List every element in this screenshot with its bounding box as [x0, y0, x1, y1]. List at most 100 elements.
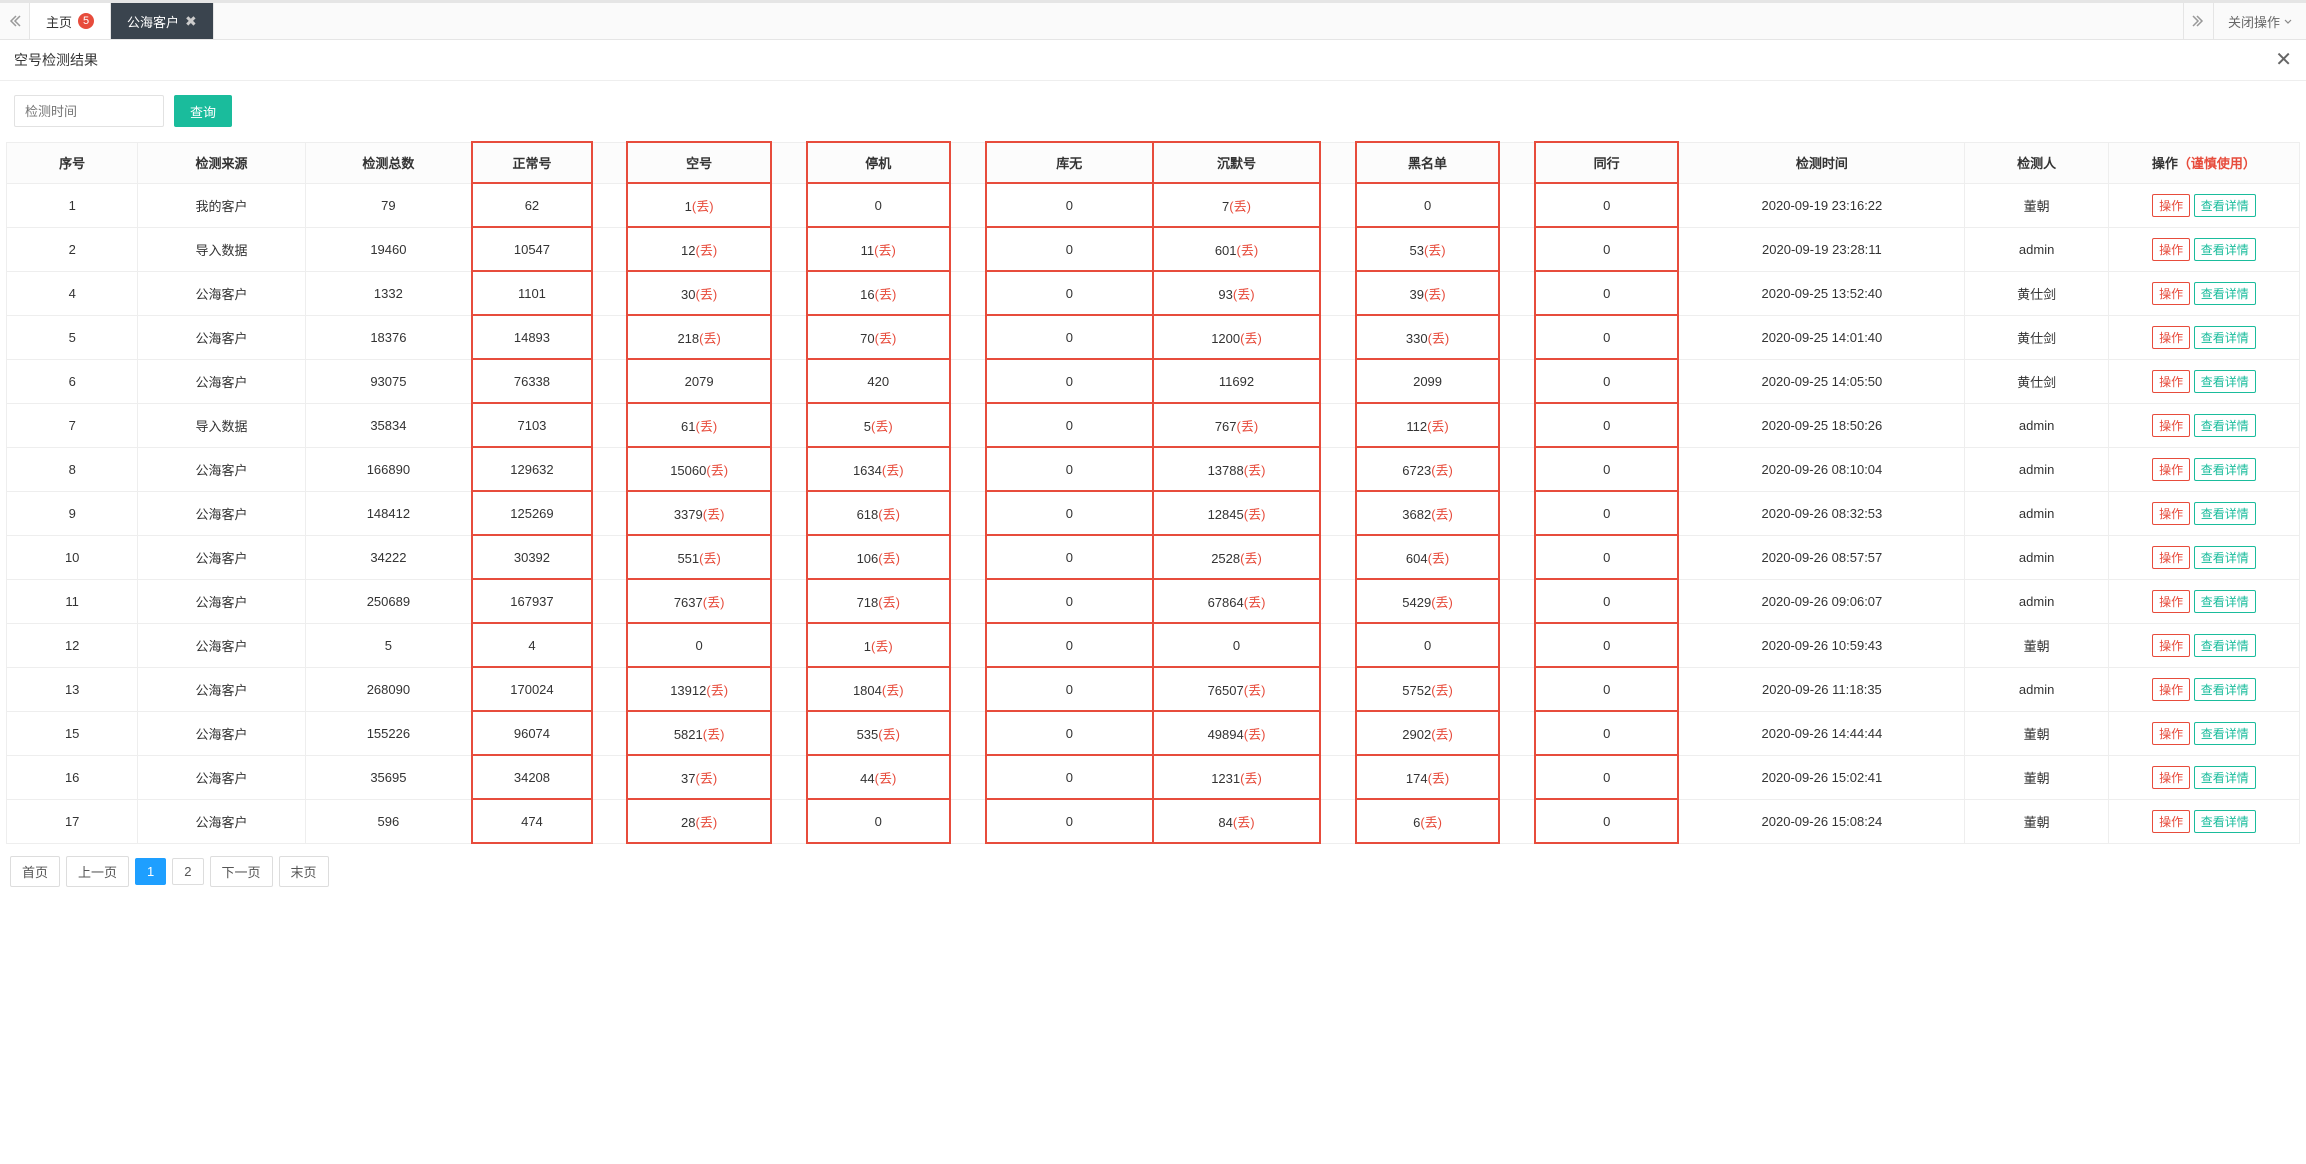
tab-scroll-left-icon[interactable] [0, 3, 30, 39]
detect-time-input[interactable] [14, 95, 164, 127]
row-detail-button[interactable]: 查看详情 [2194, 414, 2256, 437]
row-op-button[interactable]: 操作 [2152, 590, 2190, 613]
cell-gap [1320, 447, 1356, 491]
table-row: 8公海客户16689012963215060(丢)1634(丢)013788(丢… [7, 447, 2300, 491]
cell-operator: admin [1965, 535, 2108, 579]
row-detail-button[interactable]: 查看详情 [2194, 590, 2256, 613]
page-number[interactable]: 2 [172, 858, 203, 885]
page-prev[interactable]: 上一页 [66, 856, 129, 887]
cell-gap [1499, 271, 1535, 315]
cell-blacklist: 0 [1356, 623, 1499, 667]
row-detail-button[interactable]: 查看详情 [2194, 678, 2256, 701]
cell-total: 19460 [305, 227, 472, 271]
panel-header: 空号检测结果 ✕ [0, 40, 2306, 81]
row-detail-button[interactable]: 查看详情 [2194, 502, 2256, 525]
panel-close-icon[interactable]: ✕ [2275, 50, 2292, 70]
cell-gap [771, 183, 807, 227]
cell-seq: 12 [7, 623, 138, 667]
page-last[interactable]: 末页 [279, 856, 329, 887]
row-op-button[interactable]: 操作 [2152, 766, 2190, 789]
cell-peer: 0 [1535, 535, 1678, 579]
cell-gap [1499, 755, 1535, 799]
cell-peer: 0 [1535, 799, 1678, 843]
cell-gap [592, 711, 628, 755]
col-action-label: 操作 [2152, 156, 2178, 171]
cell-gap [1320, 579, 1356, 623]
close-operations-menu[interactable]: 关闭操作 [2213, 3, 2306, 39]
row-detail-button[interactable]: 查看详情 [2194, 238, 2256, 261]
cell-silent: 767(丢) [1153, 403, 1320, 447]
table-row: 2导入数据194601054712(丢)11(丢)0601(丢)53(丢)020… [7, 227, 2300, 271]
cell-gap [592, 403, 628, 447]
cell-seq: 4 [7, 271, 138, 315]
cell-notexist: 0 [986, 799, 1153, 843]
cell-actions: 操作 查看详情 [2108, 183, 2299, 227]
row-detail-button[interactable]: 查看详情 [2194, 810, 2256, 833]
tab-active[interactable]: 公海客户 ✖ [111, 3, 214, 39]
row-op-button[interactable]: 操作 [2152, 458, 2190, 481]
cell-silent: 11692 [1153, 359, 1320, 403]
cell-actions: 操作 查看详情 [2108, 799, 2299, 843]
row-op-button[interactable]: 操作 [2152, 634, 2190, 657]
cell-gap [771, 491, 807, 535]
tab-scroll-right-icon[interactable] [2183, 3, 2213, 39]
cell-gap [1499, 579, 1535, 623]
row-op-button[interactable]: 操作 [2152, 370, 2190, 393]
cell-source: 我的客户 [138, 183, 305, 227]
row-detail-button[interactable]: 查看详情 [2194, 282, 2256, 305]
row-op-button[interactable]: 操作 [2152, 722, 2190, 745]
row-op-button[interactable]: 操作 [2152, 810, 2190, 833]
cell-actions: 操作 查看详情 [2108, 403, 2299, 447]
cell-gap [1499, 359, 1535, 403]
row-op-button[interactable]: 操作 [2152, 502, 2190, 525]
cell-suspended: 535(丢) [807, 711, 950, 755]
row-detail-button[interactable]: 查看详情 [2194, 766, 2256, 789]
cell-normal: 167937 [472, 579, 591, 623]
top-tab-bar: 主页 5 公海客户 ✖ 关闭操作 [0, 0, 2306, 40]
row-op-button[interactable]: 操作 [2152, 678, 2190, 701]
cell-normal: 474 [472, 799, 591, 843]
row-detail-button[interactable]: 查看详情 [2194, 194, 2256, 217]
row-detail-button[interactable]: 查看详情 [2194, 326, 2256, 349]
row-detail-button[interactable]: 查看详情 [2194, 546, 2256, 569]
table-row: 9公海客户1484121252693379(丢)618(丢)012845(丢)3… [7, 491, 2300, 535]
pagination: 首页 上一页 1 2 下一页 末页 [0, 844, 2306, 899]
cell-silent: 49894(丢) [1153, 711, 1320, 755]
tab-home[interactable]: 主页 5 [30, 3, 111, 39]
row-detail-button[interactable]: 查看详情 [2194, 370, 2256, 393]
cell-total: 148412 [305, 491, 472, 535]
cell-suspended: 106(丢) [807, 535, 950, 579]
row-op-button[interactable]: 操作 [2152, 282, 2190, 305]
chevron-down-icon [2284, 14, 2292, 29]
page-number[interactable]: 1 [135, 858, 166, 885]
row-op-button[interactable]: 操作 [2152, 238, 2190, 261]
cell-empty: 61(丢) [627, 403, 770, 447]
cell-normal: 7103 [472, 403, 591, 447]
cell-seq: 10 [7, 535, 138, 579]
cell-empty: 3379(丢) [627, 491, 770, 535]
row-op-button[interactable]: 操作 [2152, 194, 2190, 217]
cell-notexist: 0 [986, 183, 1153, 227]
cell-gap [592, 447, 628, 491]
cell-gap [771, 623, 807, 667]
cell-peer: 0 [1535, 359, 1678, 403]
cell-notexist: 0 [986, 447, 1153, 491]
cell-actions: 操作 查看详情 [2108, 623, 2299, 667]
query-button[interactable]: 查询 [174, 95, 232, 127]
cell-gap [950, 491, 986, 535]
col-blacklist: 黑名单 [1356, 142, 1499, 183]
page-first[interactable]: 首页 [10, 856, 60, 887]
page-next[interactable]: 下一页 [210, 856, 273, 887]
close-icon[interactable]: ✖ [185, 13, 197, 30]
cell-seq: 5 [7, 315, 138, 359]
cell-operator: admin [1965, 447, 2108, 491]
row-detail-button[interactable]: 查看详情 [2194, 458, 2256, 481]
tab-list-right: 关闭操作 [2183, 3, 2306, 39]
row-op-button[interactable]: 操作 [2152, 326, 2190, 349]
row-op-button[interactable]: 操作 [2152, 414, 2190, 437]
row-detail-button[interactable]: 查看详情 [2194, 722, 2256, 745]
cell-gap [592, 315, 628, 359]
row-detail-button[interactable]: 查看详情 [2194, 634, 2256, 657]
cell-total: 268090 [305, 667, 472, 711]
row-op-button[interactable]: 操作 [2152, 546, 2190, 569]
